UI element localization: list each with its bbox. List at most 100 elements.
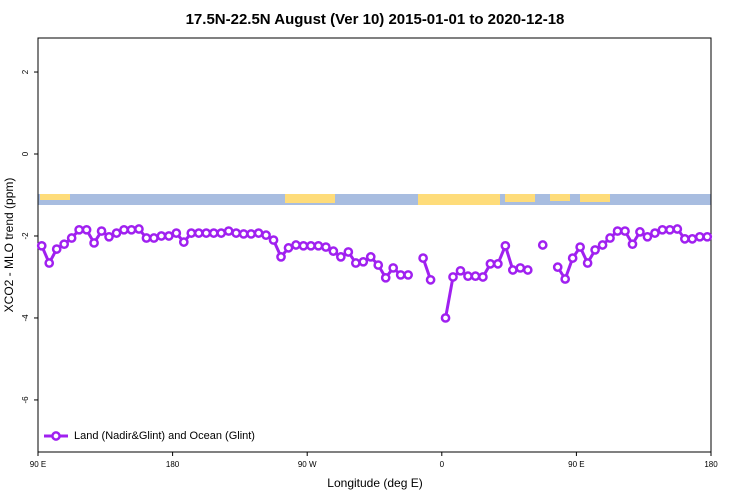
data-point xyxy=(186,228,197,238)
data-point xyxy=(336,252,346,262)
legend-label: Land (Nadir&Glint) and Ocean (Glint) xyxy=(74,430,255,442)
data-point xyxy=(403,270,413,280)
data-point xyxy=(231,228,242,238)
data-point xyxy=(208,228,219,238)
land xyxy=(40,194,70,200)
data-point xyxy=(246,229,256,239)
data-point xyxy=(343,247,354,257)
data-point xyxy=(620,226,630,236)
data-point xyxy=(463,271,473,282)
data-point xyxy=(493,259,503,269)
y-axis-label: XCO2 - MLO trend (ppm) xyxy=(2,178,16,313)
data-point xyxy=(665,224,675,235)
x-tick-label: 0 xyxy=(440,460,445,469)
land xyxy=(550,194,570,201)
data-point xyxy=(672,224,683,234)
data-point xyxy=(679,234,690,244)
data-point xyxy=(89,238,99,248)
data-point xyxy=(515,263,526,273)
data-point xyxy=(36,240,47,251)
y-tick-label: -4 xyxy=(21,314,30,322)
data-point xyxy=(650,228,660,238)
data-point xyxy=(567,253,578,263)
data-point xyxy=(448,272,458,282)
data-point xyxy=(500,240,511,251)
data-point xyxy=(694,231,705,242)
data-point xyxy=(321,242,331,252)
data-point xyxy=(111,228,122,238)
data-point xyxy=(373,260,384,270)
land-ocean-strip xyxy=(38,194,711,205)
data-point xyxy=(261,230,271,241)
data-point xyxy=(485,259,496,269)
data-point xyxy=(657,224,668,235)
data-point xyxy=(687,234,698,244)
data-point xyxy=(507,265,518,275)
data-point xyxy=(291,240,301,250)
data-point xyxy=(126,224,137,235)
data-point xyxy=(627,239,638,250)
x-tick-label: 90 W xyxy=(298,460,317,469)
data-point xyxy=(141,233,152,243)
data-point xyxy=(268,235,279,245)
data-point xyxy=(635,227,645,237)
data-point xyxy=(156,231,167,241)
data-point xyxy=(238,229,249,239)
data-point xyxy=(119,224,129,235)
data-point xyxy=(478,272,488,282)
data-point xyxy=(59,239,70,250)
data-point xyxy=(582,258,593,268)
land xyxy=(505,194,535,202)
data-point xyxy=(522,265,533,275)
data-point xyxy=(418,253,428,263)
data-point xyxy=(164,231,174,241)
data-point xyxy=(313,240,324,251)
data-point xyxy=(455,265,466,276)
y-tick-label: -6 xyxy=(21,396,30,404)
data-point xyxy=(380,272,391,283)
data-point xyxy=(216,228,227,238)
data-point xyxy=(66,233,77,243)
data-point xyxy=(149,233,159,243)
data-point xyxy=(365,252,376,262)
x-tick-label: 180 xyxy=(166,460,180,469)
data-point xyxy=(298,240,309,251)
data-point xyxy=(590,245,600,255)
land xyxy=(418,194,500,205)
chart-title: 17.5N-22.5N August (Ver 10) 2015-01-01 t… xyxy=(186,11,565,28)
data-point xyxy=(306,240,316,251)
data-point xyxy=(283,243,294,253)
x-tick-label: 90 E xyxy=(30,460,46,469)
y-tick-label: 2 xyxy=(21,69,30,74)
land xyxy=(285,194,335,203)
data-point xyxy=(358,256,369,267)
series-line xyxy=(40,227,708,319)
data-point xyxy=(597,240,608,250)
plot-frame xyxy=(37,37,712,453)
data-point xyxy=(253,228,264,238)
data-point xyxy=(425,274,436,285)
data-point xyxy=(605,233,615,243)
data-point xyxy=(552,262,563,272)
data-point xyxy=(702,231,713,242)
data-point xyxy=(178,237,189,247)
data-point xyxy=(81,224,92,235)
data-point xyxy=(171,228,182,238)
y-tick-label: -2 xyxy=(21,232,30,240)
data-point xyxy=(470,271,481,282)
data-point xyxy=(51,244,62,254)
legend-marker xyxy=(51,431,61,441)
x-tick-label: 180 xyxy=(704,460,718,469)
data-point xyxy=(201,228,212,238)
data-point xyxy=(537,240,548,250)
ocean xyxy=(38,194,711,205)
data-point xyxy=(388,263,399,273)
data-point xyxy=(223,226,234,236)
data-point xyxy=(328,246,339,256)
x-tick-label: 90 E xyxy=(568,460,584,469)
data-point xyxy=(642,231,653,242)
data-point xyxy=(276,252,286,262)
x-axis-label: Longitude (deg E) xyxy=(327,476,422,490)
data-point xyxy=(612,226,623,236)
land xyxy=(580,194,610,202)
